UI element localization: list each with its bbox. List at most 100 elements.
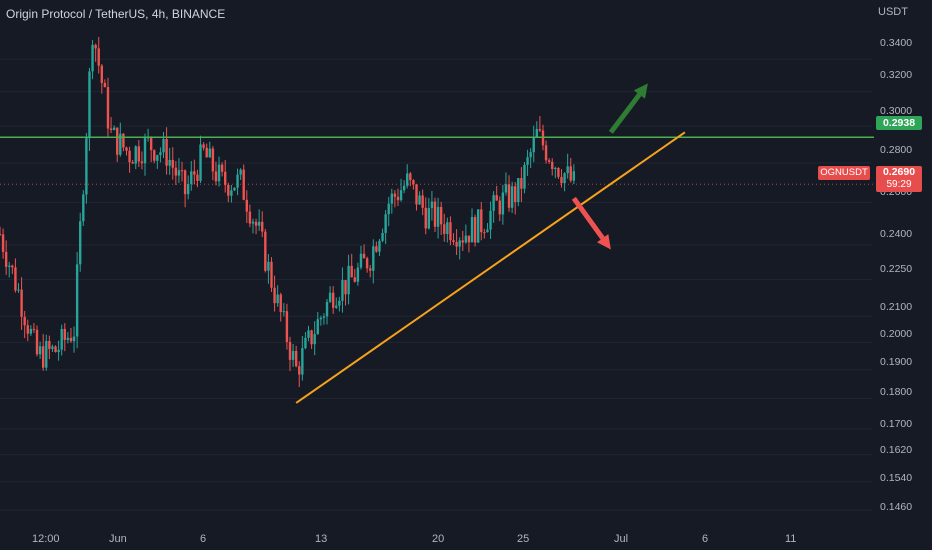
candle — [344, 280, 347, 306]
candle — [8, 261, 11, 278]
price-tick: 0.2250 — [880, 263, 913, 275]
candle — [489, 201, 492, 239]
candle — [183, 169, 187, 208]
candle — [369, 264, 372, 278]
price-tick: 0.1700 — [880, 418, 913, 430]
resistance-price-label: 0.2938 — [876, 116, 922, 130]
candle — [264, 228, 267, 273]
candle — [375, 241, 378, 253]
candle — [220, 162, 224, 177]
time-tick: Jun — [109, 533, 127, 545]
candle — [35, 325, 39, 357]
candle — [510, 181, 514, 214]
candle — [190, 161, 193, 191]
candle — [325, 298, 329, 325]
time-tick: 25 — [517, 533, 530, 545]
candle — [199, 135, 202, 183]
candle — [430, 191, 434, 221]
candle — [409, 172, 412, 187]
candle — [227, 182, 230, 203]
candle — [365, 256, 369, 273]
price-tick: 0.3200 — [880, 69, 913, 81]
candle — [236, 168, 239, 196]
candle — [390, 188, 394, 214]
candle — [230, 184, 233, 203]
candle — [242, 164, 245, 201]
candle — [480, 201, 483, 241]
candle — [381, 228, 384, 243]
time-tick: 12:00 — [32, 533, 60, 545]
candle — [483, 228, 486, 239]
candle — [294, 345, 298, 368]
candle — [443, 213, 446, 242]
price-tick: 0.3400 — [880, 37, 913, 49]
candle — [359, 245, 363, 270]
candle — [322, 313, 326, 325]
candle — [433, 197, 437, 232]
candle — [233, 187, 236, 192]
candle — [63, 323, 66, 352]
candle — [347, 254, 350, 305]
candle — [486, 222, 489, 233]
candle — [1, 228, 5, 259]
candle — [177, 158, 181, 183]
candle — [32, 323, 36, 333]
candle — [424, 197, 427, 235]
candle — [362, 244, 366, 259]
candle — [529, 148, 532, 169]
candle — [331, 286, 335, 314]
candle — [338, 296, 341, 312]
candle — [319, 315, 323, 326]
candle — [267, 254, 270, 284]
candle — [458, 237, 461, 260]
candle — [282, 303, 286, 317]
candle — [14, 258, 17, 293]
candle — [501, 184, 505, 225]
candle — [248, 204, 252, 228]
candle — [45, 334, 48, 371]
candle — [412, 179, 415, 190]
candle — [48, 335, 51, 360]
candle — [112, 125, 116, 131]
price-tick: 0.2400 — [880, 228, 913, 240]
candle — [307, 325, 310, 342]
candle — [341, 267, 344, 313]
candle — [137, 140, 141, 168]
candle — [446, 217, 449, 243]
candle — [75, 252, 79, 349]
candle — [547, 158, 551, 164]
candle — [504, 172, 508, 196]
candle — [51, 344, 54, 352]
ascending-trendline[interactable] — [295, 131, 686, 404]
bearish-arrow[interactable] — [571, 196, 611, 250]
candle — [291, 343, 295, 367]
grid — [0, 58, 872, 511]
candle — [288, 336, 292, 372]
candle — [538, 116, 542, 133]
symbol-title[interactable]: Origin Protocol / TetherUS, 4h, BINANCE — [6, 7, 226, 21]
candle — [523, 162, 526, 194]
bullish-arrow[interactable] — [608, 83, 648, 134]
candle — [526, 149, 529, 176]
time-tick: 6 — [702, 533, 709, 545]
candle — [38, 341, 42, 360]
candle — [125, 146, 128, 156]
candle — [186, 175, 190, 200]
candle — [82, 190, 85, 226]
candle — [563, 172, 566, 192]
candle — [20, 277, 23, 330]
candle — [285, 303, 289, 350]
candle — [0, 226, 2, 236]
candle — [310, 329, 313, 349]
candlesticks — [0, 36, 576, 387]
candle — [378, 238, 381, 257]
candle — [106, 77, 110, 138]
candle — [54, 345, 57, 353]
candle — [298, 361, 301, 387]
candle — [399, 178, 403, 202]
price-tick: 0.1540 — [880, 472, 913, 484]
candle — [103, 79, 107, 88]
candle — [572, 164, 576, 184]
candle — [94, 43, 97, 62]
